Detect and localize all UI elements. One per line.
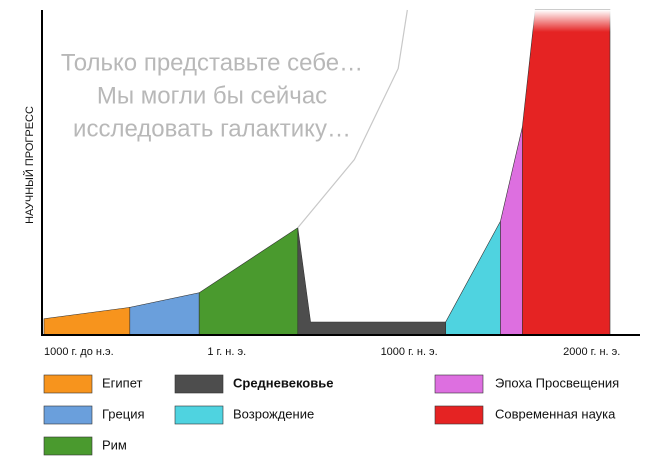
legend-swatch (43, 405, 93, 425)
legend-swatch (43, 436, 93, 456)
projection-line (297, 9, 408, 229)
top-fade (44, 10, 620, 32)
legend-swatch (174, 405, 224, 425)
era-area (297, 227, 446, 336)
annotation: Только представьте себе… (61, 49, 363, 76)
era-area (500, 126, 523, 336)
annotation: исследовать галактику… (73, 115, 351, 142)
legend-label: Рим (102, 437, 127, 452)
legend-label: Современная наука (495, 406, 616, 421)
era-area (522, 9, 611, 336)
x-tick-label: 2000 г. н. э. (563, 346, 620, 358)
y-axis-label: НАУЧНЫЙ ПРОГРЕСС (23, 106, 36, 224)
era-area (43, 307, 131, 336)
annotation: Мы могли бы сейчас (97, 82, 327, 109)
legend-swatch (434, 374, 484, 394)
legend-label: Эпоха Просвещения (495, 375, 619, 390)
era-area (198, 227, 299, 336)
legend-label: Греция (102, 406, 145, 421)
era-area (445, 221, 501, 336)
legend-label: Возрождение (233, 406, 314, 421)
x-tick-label: 1000 г. до н.э. (44, 346, 114, 358)
legend-swatch (434, 405, 484, 425)
legend-label: Средневековье (233, 375, 333, 390)
legend-swatch (43, 374, 93, 394)
era-area (129, 292, 200, 336)
x-tick-label: 1 г. н. э. (207, 346, 246, 358)
x-tick-label: 1000 г. н. э. (381, 346, 438, 358)
legend-label: Египет (102, 375, 143, 390)
legend-swatch (174, 374, 224, 394)
